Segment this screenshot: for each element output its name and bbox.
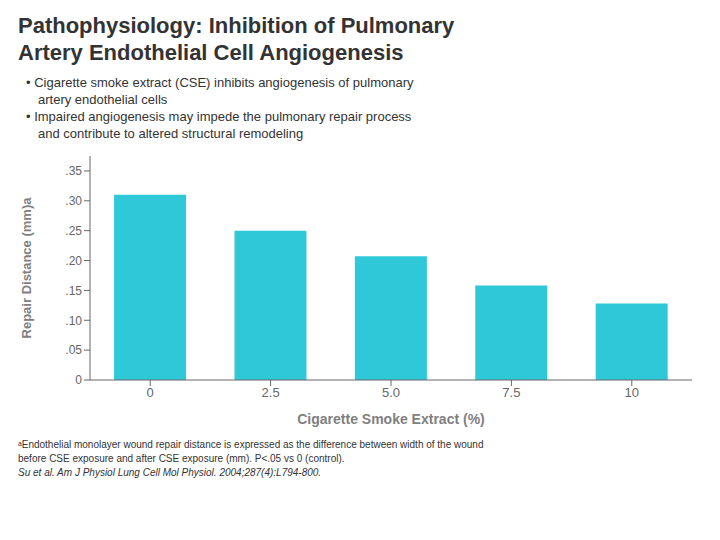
- html-text:• Impaired angiogenesis may im: • Impaired angiogenesis may impede the p…: [26, 109, 412, 124]
- svg-text:0: 0: [147, 385, 154, 400]
- svg-text:.30: .30: [65, 194, 82, 208]
- html-text:ᵃEndothelial monolayer wound r: ᵃEndothelial monolayer wound repair dist…: [18, 439, 484, 450]
- html-text:and contribute to altered stru: and contribute to altered structural rem…: [38, 126, 304, 141]
- html-text:before CSE exposure and after: before CSE exposure and after CSE exposu…: [18, 453, 345, 464]
- svg-text:0: 0: [75, 373, 82, 387]
- svg-text:.05: .05: [65, 343, 82, 357]
- svg-text:.20: .20: [65, 254, 82, 268]
- html-text:Su et al. Am J Physiol Lung Ce: Su et al. Am J Physiol Lung Cell Mol Phy…: [18, 467, 322, 478]
- html-text:• Cigarette smoke extract (CSE: • Cigarette smoke extract (CSE) inhibits…: [26, 75, 414, 90]
- svg-text:.25: .25: [65, 224, 82, 238]
- svg-text:2.5: 2.5: [262, 385, 280, 400]
- html-text:Pathophysiology: Inhibition of: Pathophysiology: Inhibition of Pulmonary: [18, 13, 455, 38]
- svg-text:.35: .35: [65, 164, 82, 178]
- svg-text:10: 10: [625, 385, 639, 400]
- html-text:artery endothelial cells: artery endothelial cells: [38, 92, 168, 107]
- svg-text:Repair Distance (mm)a: Repair Distance (mm)a: [19, 197, 34, 339]
- svg-text:7.5: 7.5: [502, 385, 520, 400]
- svg-text:.10: .10: [65, 314, 82, 328]
- html-text:Artery Endothelial Cell Angiog: Artery Endothelial Cell Angiogenesis: [18, 40, 404, 65]
- svg-text:Cigarette Smoke Extract (%): Cigarette Smoke Extract (%): [297, 411, 485, 427]
- svg-text:5.0: 5.0: [382, 385, 400, 400]
- svg-text:.15: .15: [65, 284, 82, 298]
